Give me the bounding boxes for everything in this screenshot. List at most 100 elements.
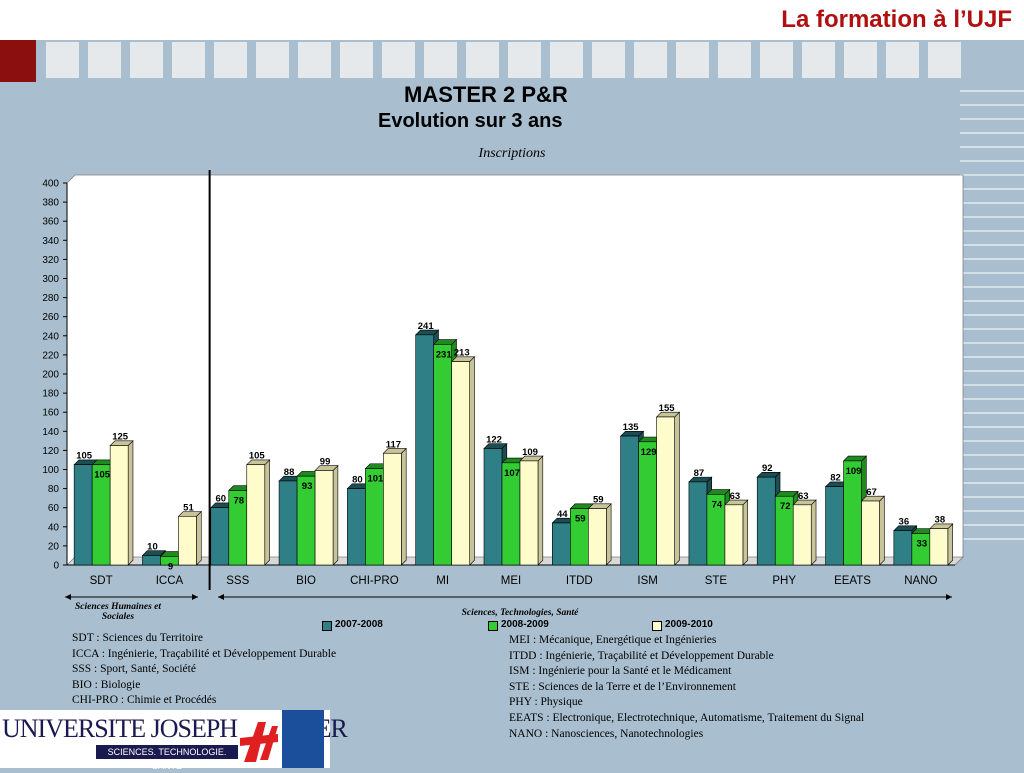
bar-front — [552, 522, 571, 566]
bar-front — [109, 445, 129, 566]
data-label: 101 — [367, 474, 384, 485]
bar-front — [415, 334, 434, 566]
bar — [450, 356, 476, 566]
red-square-decoration — [0, 40, 36, 82]
category-label: SSS — [226, 575, 249, 587]
legend-swatch — [652, 621, 662, 631]
group-label-right: Sciences, Technologies, Santé — [461, 608, 579, 618]
definition-item: ICCA : Ingénierie, Traçabilité et Dévelo… — [72, 647, 337, 660]
group-label-left: Sciences Humaines et Sociales — [74, 602, 162, 622]
category-label: ITDD — [566, 575, 593, 587]
bar-side — [332, 464, 339, 566]
y-tick-label: 320 — [42, 255, 59, 266]
header-decoration-block — [172, 42, 205, 78]
data-label: 38 — [935, 515, 946, 526]
bar-front — [929, 528, 949, 566]
bar-front — [688, 481, 708, 566]
group-arrow-left-head-right — [192, 594, 198, 600]
bar-front — [210, 507, 230, 566]
bar-chart: 0 20 40 60 80 100 120 140 160 180 200 220 240 260 280 3… — [42, 170, 964, 600]
bar-front — [178, 515, 197, 566]
bar-front — [620, 435, 639, 566]
bar — [792, 499, 817, 566]
data-label: 60 — [215, 494, 226, 505]
definition-item: STE : Sciences de la Terre et de l’Envir… — [509, 680, 736, 693]
data-label: 105 — [249, 451, 266, 462]
university-logo-mark — [238, 712, 282, 768]
header-decoration-block — [298, 42, 331, 78]
y-tick-label: 300 — [42, 274, 59, 285]
bar — [587, 503, 612, 566]
data-label: 59 — [575, 514, 586, 525]
data-label: 63 — [730, 491, 741, 502]
data-label: 74 — [712, 499, 723, 510]
definition-item: SDT : Sciences du Territoire — [72, 632, 203, 644]
category-label: ICCA — [156, 575, 184, 587]
definition-item: SSS : Sport, Santé, Société — [72, 663, 196, 676]
chart-title: Inscriptions — [478, 146, 546, 161]
y-tick-label: 100 — [42, 465, 59, 476]
data-label: 155 — [659, 403, 676, 414]
bar-front — [638, 441, 657, 566]
bar-side — [947, 523, 953, 566]
y-tick-label: 20 — [48, 541, 60, 552]
university-logo-tagline: SCIENCES. TECHNOLOGIE. SANTÉ — [96, 745, 238, 771]
header-decoration-block — [802, 42, 835, 78]
slide-title: La formation à l’UJF — [781, 6, 1012, 33]
y-tick-label: 380 — [42, 198, 59, 209]
header-decoration-block — [760, 42, 793, 78]
bar-front — [724, 504, 744, 566]
bar-front — [861, 500, 880, 566]
category-label: ISM — [637, 575, 657, 587]
bar-side — [264, 459, 270, 566]
data-label: 241 — [418, 321, 435, 332]
header-decoration-block — [214, 42, 247, 78]
bar-side — [127, 440, 134, 566]
data-label: 109 — [522, 447, 538, 458]
bar-side — [810, 499, 817, 566]
legend-label: 2008-2009 — [501, 619, 549, 630]
category-label: PHY — [772, 575, 796, 587]
header-decoration-block — [130, 42, 163, 78]
definition-item: EEATS : Electronique, Electrotechnique, … — [509, 711, 865, 724]
header-decoration-block — [928, 42, 961, 78]
y-tick-label: 220 — [42, 350, 59, 361]
bar-side — [537, 455, 544, 566]
bar-side — [879, 495, 885, 566]
data-label: 88 — [284, 467, 295, 478]
data-label: 78 — [233, 496, 244, 507]
category-label: NANO — [904, 575, 937, 587]
definition-item: CHI-PRO : Chimie et Procédés — [72, 694, 217, 707]
data-label: 59 — [593, 495, 604, 506]
header-decoration-block — [46, 42, 79, 78]
legend-swatch — [488, 621, 498, 631]
header-decoration-block — [88, 42, 121, 78]
bar-front — [588, 508, 607, 566]
bar-front — [483, 448, 503, 566]
data-label: 67 — [866, 487, 877, 498]
data-label: 10 — [147, 541, 158, 552]
definition-item: NANO : Nanosciences, Nanotechnologies — [509, 727, 704, 740]
bar-front — [383, 452, 402, 566]
bar-front — [246, 464, 266, 566]
bar — [314, 464, 339, 566]
data-label: 213 — [454, 348, 470, 359]
legend-label: 2009-2010 — [665, 619, 713, 630]
y-tick-label: 180 — [42, 389, 59, 400]
group-arrow-right-head-right — [946, 594, 952, 600]
y-tick-label: 0 — [53, 561, 59, 572]
data-label: 36 — [899, 517, 910, 528]
bar-side — [606, 503, 612, 566]
bar-front — [519, 460, 539, 566]
y-tick-label: 160 — [42, 408, 59, 419]
data-label: 72 — [780, 501, 791, 512]
header-decoration-block — [424, 42, 457, 78]
bar-front — [73, 464, 93, 566]
bar — [724, 499, 749, 566]
y-tick-label: 60 — [48, 503, 60, 514]
category-label: MEI — [501, 575, 521, 587]
right-stripes-decoration — [960, 90, 1024, 550]
bar-front — [825, 486, 844, 566]
category-label: SDT — [90, 575, 113, 587]
data-label: 63 — [798, 491, 809, 502]
